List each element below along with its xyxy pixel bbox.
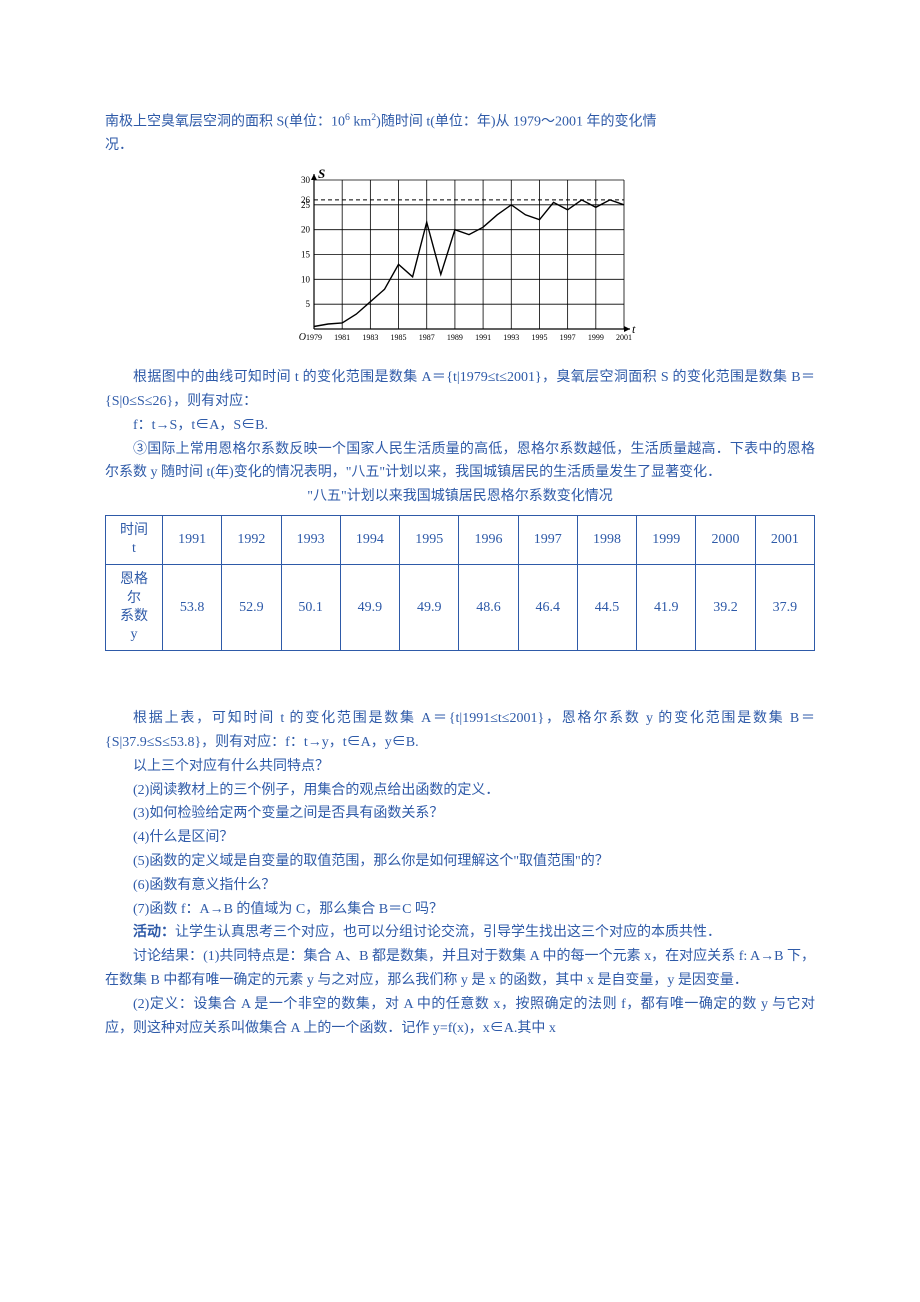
intro-text-1: 南极上空臭氧层空洞的面积 S(单位：10 xyxy=(105,115,345,130)
svg-text:t: t xyxy=(632,322,636,336)
value-cell: 39.2 xyxy=(696,565,755,651)
value-cell: 49.9 xyxy=(400,565,459,651)
after-chart-p3: ③国际上常用恩格尔系数反映一个国家人民生活质量的高低，恩格尔系数越低，生活质量越… xyxy=(105,438,815,486)
svg-text:15: 15 xyxy=(301,250,311,260)
row2-head-l1: 恩格 xyxy=(120,572,148,587)
value-cell: 44.5 xyxy=(577,565,636,651)
row2-head-l3: 系数 xyxy=(120,609,148,624)
svg-text:1999: 1999 xyxy=(588,333,604,342)
value-cell: 46.4 xyxy=(518,565,577,651)
row1-head-l1: 时间 xyxy=(120,523,148,538)
value-cell: 41.9 xyxy=(637,565,696,651)
svg-text:30: 30 xyxy=(301,175,311,185)
after-table-p5: (4)什么是区间？ xyxy=(105,826,815,850)
ozone-chart: 5101520252630197919811983198519871989199… xyxy=(105,166,815,356)
row2-head-l2: 尔 xyxy=(127,591,141,606)
year-cell: 2000 xyxy=(696,516,755,565)
after-chart-p2: f：t→S，t∈A，S∈B. xyxy=(105,414,815,438)
svg-text:1997: 1997 xyxy=(560,333,576,342)
year-cell: 2001 xyxy=(755,516,814,565)
svg-text:S: S xyxy=(318,166,325,181)
svg-text:26: 26 xyxy=(301,195,311,205)
value-cell: 53.8 xyxy=(163,565,222,651)
year-cell: 1992 xyxy=(222,516,281,565)
svg-text:20: 20 xyxy=(301,225,311,235)
after-table-p7: (6)函数有意义指什么？ xyxy=(105,874,815,898)
value-cell: 52.9 xyxy=(222,565,281,651)
row1-head-l2: t xyxy=(132,541,136,556)
value-cell: 49.9 xyxy=(340,565,399,651)
svg-text:O: O xyxy=(299,332,306,343)
after-table-p8: (7)函数 f：A→B 的值域为 C，那么集合 B＝C 吗？ xyxy=(105,898,815,922)
intro-text-3: )随时间 t(单位：年)从 1979～2001 年的变化情 xyxy=(376,115,656,130)
engel-table: 时间 t 1991 1992 1993 1994 1995 1996 1997 … xyxy=(105,515,815,651)
svg-text:10: 10 xyxy=(301,275,311,285)
row1-head: 时间 t xyxy=(106,516,163,565)
activity-label: 活动： xyxy=(133,925,175,940)
value-cell: 37.9 xyxy=(755,565,814,651)
year-cell: 1995 xyxy=(400,516,459,565)
year-cell: 1999 xyxy=(637,516,696,565)
after-table-p4: (3)如何检验给定两个变量之间是否具有函数关系？ xyxy=(105,802,815,826)
row2-head-l4: y xyxy=(131,627,138,642)
table-caption: "八五"计划以来我国城镇居民恩格尔系数变化情况 xyxy=(105,485,815,509)
intro-line2: 况． xyxy=(105,134,815,158)
after-table-p1: 根据上表，可知时间 t 的变化范围是数集 A＝{t|1991≤t≤2001}，恩… xyxy=(105,707,815,755)
table-row: 时间 t 1991 1992 1993 1994 1995 1996 1997 … xyxy=(106,516,815,565)
after-table-p2: 以上三个对应有什么共同特点？ xyxy=(105,755,815,779)
year-cell: 1993 xyxy=(281,516,340,565)
after-table-p10: 讨论结果：(1)共同特点是：集合 A、B 都是数集，并且对于数集 A 中的每一个… xyxy=(105,945,815,993)
activity-text: 让学生认真思考三个对应，也可以分组讨论交流，引导学生找出这三个对应的本质共性． xyxy=(175,925,721,940)
after-table-p9: 活动：让学生认真思考三个对应，也可以分组讨论交流，引导学生找出这三个对应的本质共… xyxy=(105,921,815,945)
year-cell: 1998 xyxy=(577,516,636,565)
after-table-p11: (2)定义：设集合 A 是一个非空的数集，对 A 中的任意数 x，按照确定的法则… xyxy=(105,993,815,1041)
svg-text:1979: 1979 xyxy=(306,333,322,342)
value-cell: 50.1 xyxy=(281,565,340,651)
svg-text:1993: 1993 xyxy=(503,333,519,342)
svg-text:1991: 1991 xyxy=(475,333,491,342)
after-table-p3: (2)阅读教材上的三个例子，用集合的观点给出函数的定义． xyxy=(105,779,815,803)
svg-text:1987: 1987 xyxy=(419,333,435,342)
after-table-p6: (5)函数的定义域是自变量的取值范围，那么你是如何理解这个"取值范围"的？ xyxy=(105,850,815,874)
table-row: 恩格 尔 系数 y 53.8 52.9 50.1 49.9 49.9 48.6 … xyxy=(106,565,815,651)
intro-paragraph: 南极上空臭氧层空洞的面积 S(单位：106 km2)随时间 t(单位：年)从 1… xyxy=(105,110,815,134)
svg-text:5: 5 xyxy=(306,299,311,309)
value-cell: 48.6 xyxy=(459,565,518,651)
ozone-chart-svg: 5101520252630197919811983198519871989199… xyxy=(280,166,640,351)
svg-text:1983: 1983 xyxy=(362,333,378,342)
year-cell: 1991 xyxy=(163,516,222,565)
svg-text:1981: 1981 xyxy=(334,333,350,342)
svg-text:2001: 2001 xyxy=(616,333,632,342)
svg-text:1985: 1985 xyxy=(391,333,407,342)
row2-head: 恩格 尔 系数 y xyxy=(106,565,163,651)
svg-text:1995: 1995 xyxy=(531,333,547,342)
year-cell: 1997 xyxy=(518,516,577,565)
spacer xyxy=(105,661,815,707)
after-chart-p1: 根据图中的曲线可知时间 t 的变化范围是数集 A＝{t|1979≤t≤2001}… xyxy=(105,366,815,414)
year-cell: 1994 xyxy=(340,516,399,565)
year-cell: 1996 xyxy=(459,516,518,565)
svg-text:1989: 1989 xyxy=(447,333,463,342)
intro-text-2: km xyxy=(350,115,371,130)
page: 南极上空臭氧层空洞的面积 S(单位：106 km2)随时间 t(单位：年)从 1… xyxy=(0,0,920,1100)
